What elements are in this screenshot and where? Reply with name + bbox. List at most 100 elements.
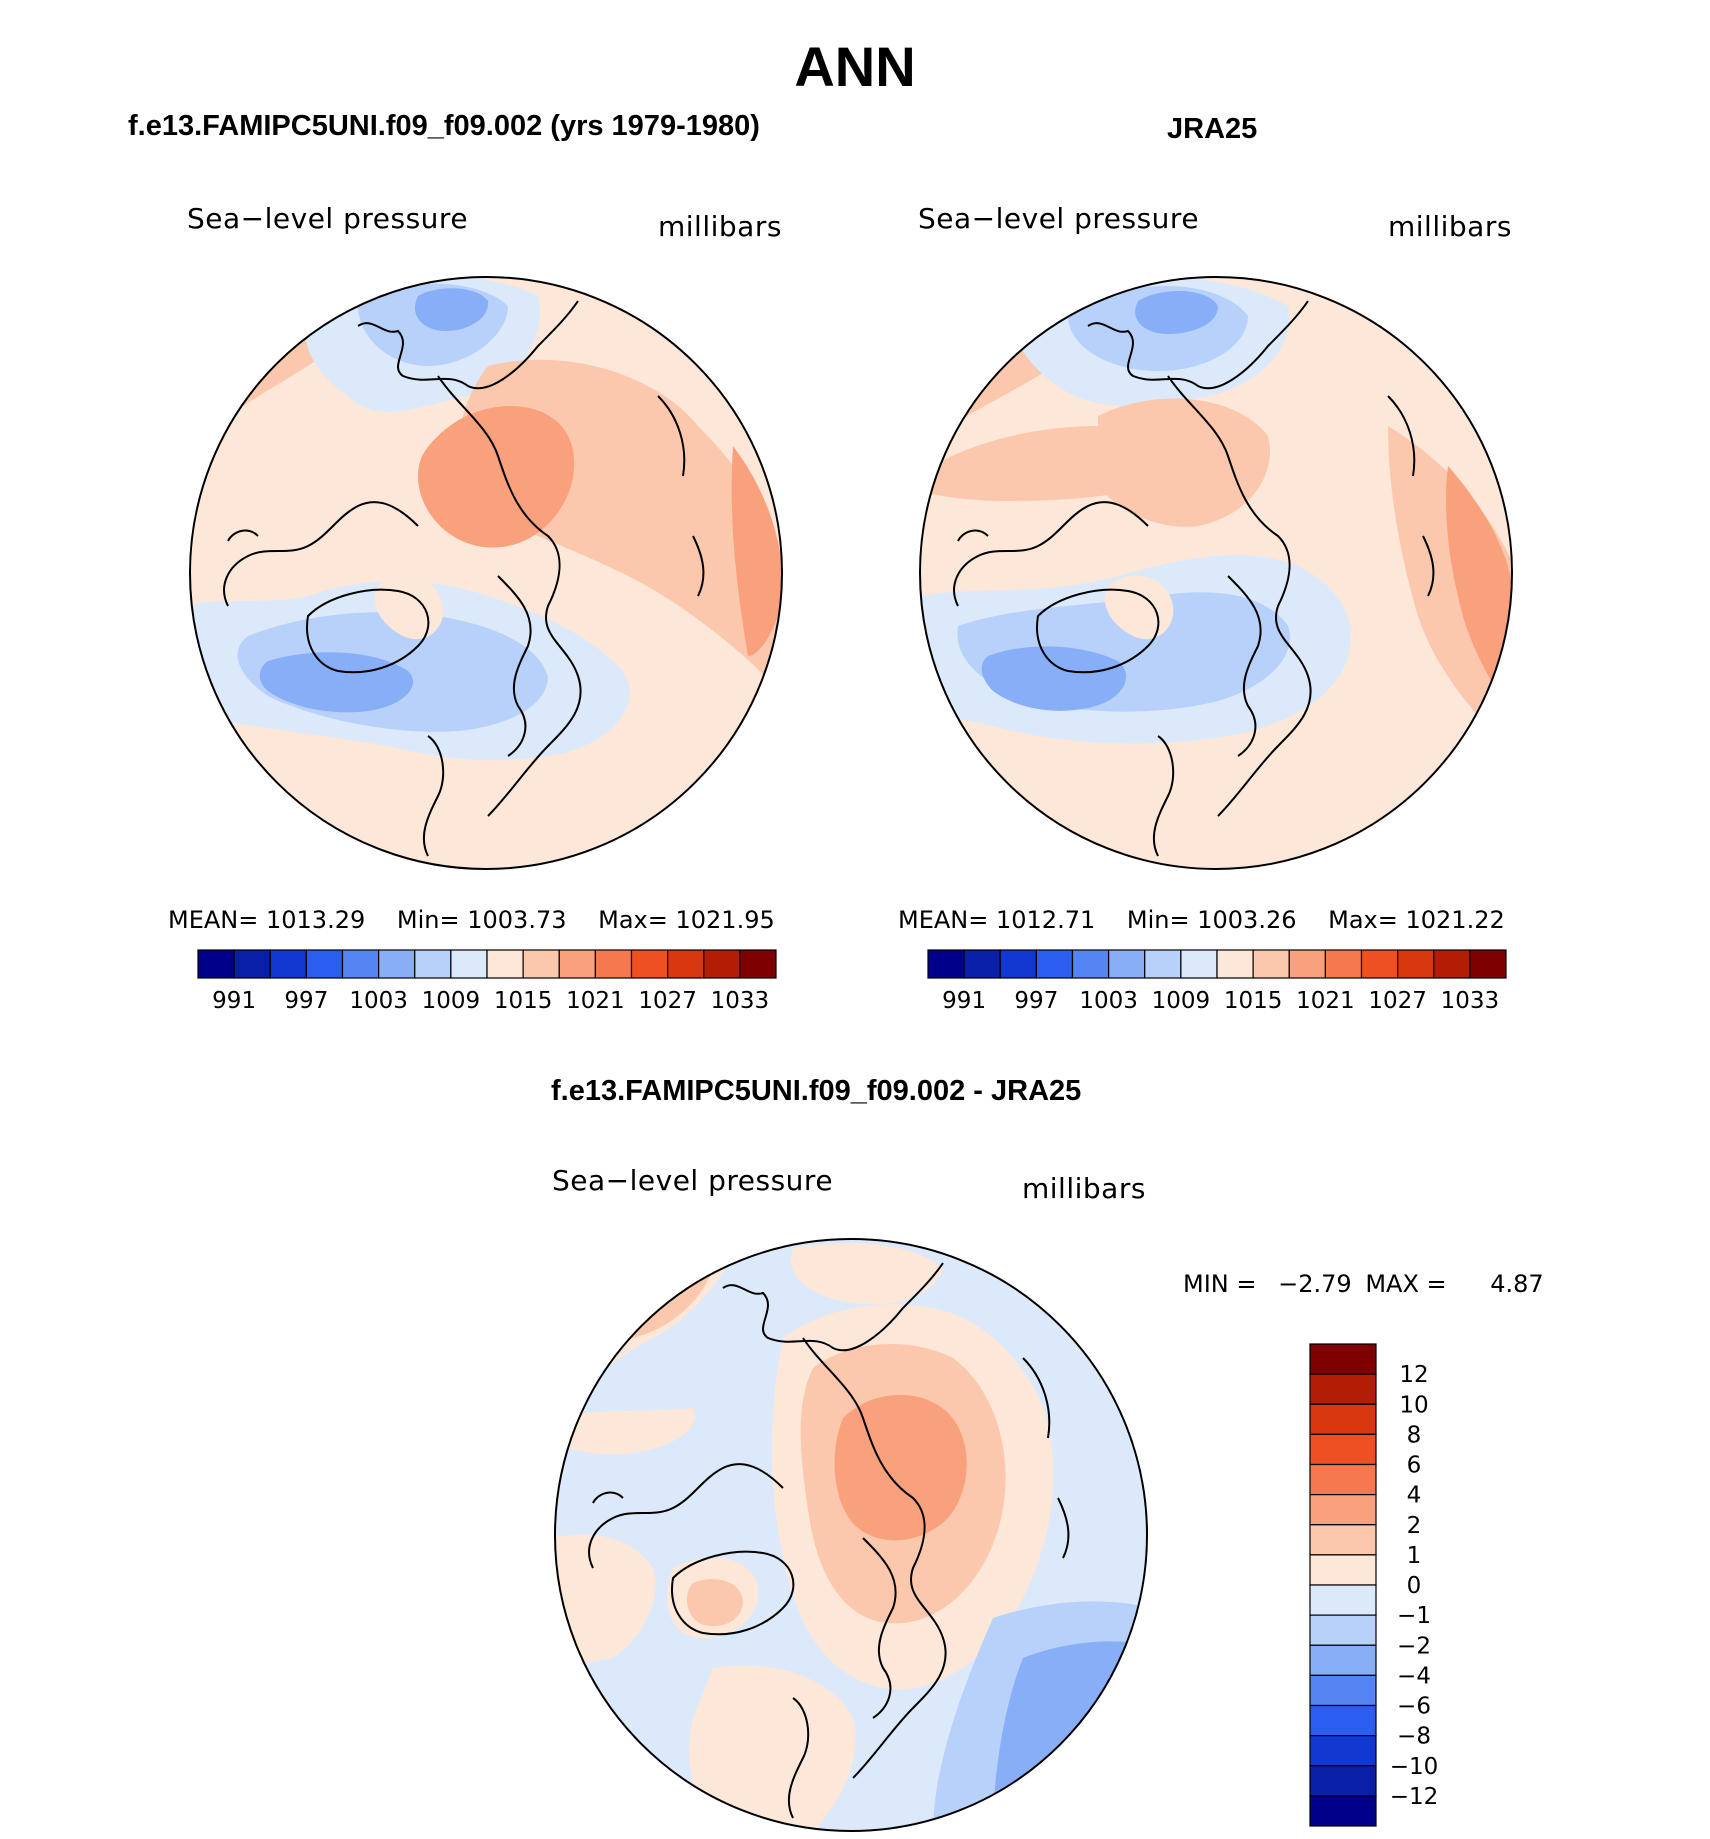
diff-colorbar-box: [1309, 1674, 1377, 1707]
obs-colorbar-box: [1397, 949, 1435, 979]
diff-field-pos-west: [555, 1534, 656, 1668]
model-max-value: 1021.95: [675, 906, 775, 934]
model-min-value: 1003.73: [467, 906, 567, 934]
obs-colorbar-tick-label: 997: [1014, 988, 1058, 1014]
obs-colorbar-box: [999, 949, 1037, 979]
diff-colorbar-tick-label: −8: [1397, 1724, 1431, 1750]
diff-colorbar-box: [1309, 1644, 1377, 1676]
obs-mean-value: 1012.71: [996, 906, 1096, 934]
diff-colorbar-box: [1309, 1463, 1377, 1496]
model-colorbar-box: [450, 949, 488, 979]
obs-colorbar-box: [1433, 949, 1471, 979]
obs-colorbar-box: [1469, 949, 1507, 979]
obs-field-greenland: [1104, 575, 1174, 640]
diff-colorbar-box: [1309, 1584, 1377, 1616]
model-mean-label: MEAN=: [168, 906, 259, 934]
diff-colorbar-tick-label: 2: [1407, 1513, 1422, 1539]
diff-colorbar-tick-label: −1: [1397, 1603, 1431, 1629]
model-colorbar-tick-label: 1021: [566, 988, 625, 1014]
model-colorbar-tick-label: 1009: [422, 988, 481, 1014]
diff-colorbar-box: [1309, 1765, 1377, 1797]
obs-colorbar-box: [1288, 949, 1326, 979]
model-colorbar-box: [630, 949, 669, 979]
obs-colorbar-tick-label: 1003: [1079, 988, 1138, 1014]
diff-colorbar-box: [1309, 1524, 1377, 1556]
model-polar-map: [189, 276, 783, 870]
model-map-border: [189, 276, 783, 870]
model-colorbar-tick-label: 1003: [349, 988, 408, 1014]
obs-max-value: 1021.22: [1405, 906, 1505, 934]
diff-colorbar-tick-label: −6: [1397, 1694, 1431, 1720]
obs-colorbar-box: [1108, 949, 1146, 979]
model-colorbar-box: [739, 949, 777, 979]
obs-panel-title: JRA25: [1167, 113, 1258, 145]
model-coastlines: [223, 300, 705, 857]
obs-colorbar-box: [1252, 949, 1290, 979]
diff-colorbar-box: [1309, 1704, 1377, 1737]
obs-field-low-icelandic: [981, 646, 1127, 711]
diff-colorbar-box: [1309, 1554, 1377, 1586]
main-title: ANN: [794, 35, 916, 98]
obs-colorbar-box: [1071, 949, 1110, 979]
diff-colorbar-tick-label: 1: [1407, 1543, 1422, 1569]
model-colorbar-box: [486, 949, 524, 979]
obs-colorbar-box: [1216, 949, 1254, 979]
diff-max-value: 4.87: [1490, 1270, 1544, 1298]
model-max-label: Max=: [598, 906, 668, 934]
model-colorbar-box: [414, 949, 452, 979]
obs-coastlines: [953, 300, 1435, 857]
obs-colorbar-box: [927, 949, 965, 979]
obs-colorbar-tick-label: 1021: [1296, 988, 1355, 1014]
obs-variable-label: Sea−level pressure: [918, 202, 1200, 235]
diff-units-label: millibars: [1022, 1172, 1146, 1205]
model-colorbar-box: [703, 949, 741, 979]
obs-polar-map: [919, 276, 1513, 870]
model-colorbar: 991 997 1003 1009 1015 1021 1027 1033: [197, 949, 777, 1014]
diff-coastlines: [588, 1262, 1070, 1819]
model-field-high-siberia-core: [418, 406, 575, 548]
diff-colorbar-tick-label: 6: [1407, 1453, 1422, 1479]
obs-colorbar-tick-label: 1033: [1441, 988, 1500, 1014]
diff-field-pos-north: [791, 1243, 943, 1305]
obs-colorbar-box: [963, 949, 1001, 979]
model-colorbar-box: [522, 949, 560, 979]
model-units-label: millibars: [658, 210, 782, 243]
model-min-label: Min=: [396, 906, 460, 934]
obs-colorbar-tick-label: 1027: [1368, 988, 1427, 1014]
diff-colorbar-box: [1309, 1403, 1377, 1435]
obs-map-border: [919, 276, 1513, 870]
model-stats-line: MEAN= 1013.29 Min= 1003.73 Max= 1021.95: [168, 906, 775, 934]
model-panel-title: f.e13.FAMIPC5UNI.f09_f09.002 (yrs 1979-1…: [128, 110, 760, 142]
diff-colorbar-tick-label: −10: [1390, 1754, 1439, 1780]
model-colorbar-box: [594, 949, 633, 979]
model-colorbar-box: [305, 949, 344, 979]
diff-colorbar-tick-label: 10: [1399, 1392, 1428, 1418]
diff-field-pos-siberia-core: [834, 1394, 967, 1541]
obs-colorbar-box: [1035, 949, 1074, 979]
obs-max-label: Max=: [1328, 906, 1398, 934]
model-colorbar-tick-label: 1033: [711, 988, 770, 1014]
diff-colorbar-tick-label: −4: [1397, 1663, 1431, 1689]
obs-mean-label: MEAN=: [898, 906, 989, 934]
model-field-greenland: [374, 575, 444, 640]
diff-colorbar-tick-label: −12: [1390, 1784, 1439, 1810]
diff-map-border: [554, 1238, 1148, 1832]
obs-min-label: Min=: [1126, 906, 1190, 934]
model-colorbar-tick-label: 997: [284, 988, 328, 1014]
obs-colorbar-box: [1360, 949, 1399, 979]
diff-colorbar-box: [1309, 1795, 1377, 1827]
model-variable-label: Sea−level pressure: [187, 202, 469, 235]
model-colorbar-box: [197, 949, 235, 979]
diff-colorbar-box: [1309, 1494, 1377, 1526]
obs-min-value: 1003.26: [1197, 906, 1297, 934]
obs-colorbar-box: [1144, 949, 1182, 979]
obs-units-label: millibars: [1388, 210, 1512, 243]
diff-field-pos-greenland-core: [686, 1579, 743, 1627]
model-colorbar-tick-label: 1027: [638, 988, 697, 1014]
obs-colorbar-tick-label: 1015: [1224, 988, 1283, 1014]
diff-polar-map: [554, 1238, 1148, 1832]
obs-colorbar-box: [1180, 949, 1218, 979]
diff-colorbar-tick-label: 12: [1399, 1362, 1428, 1388]
diff-colorbar-box: [1309, 1614, 1377, 1646]
